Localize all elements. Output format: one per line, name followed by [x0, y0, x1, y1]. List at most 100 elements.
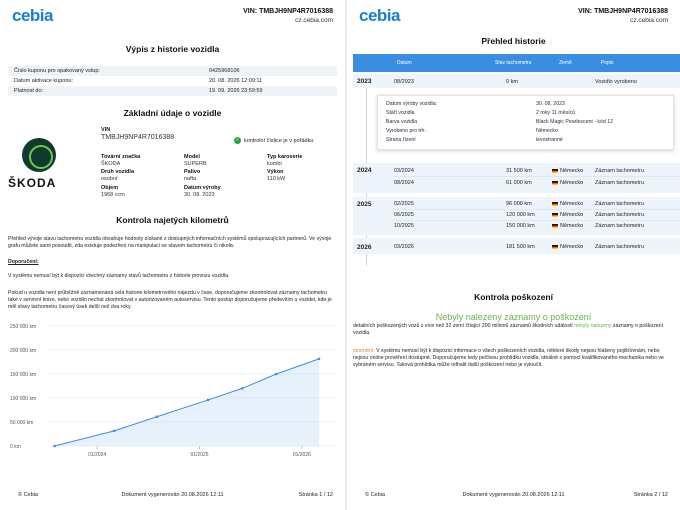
page-title: Výpis z historie vozidla [125, 44, 220, 54]
field-kind: Druh vozidla osobní [101, 169, 134, 182]
row-date: 06/2025 [394, 212, 414, 218]
field-value: 110 kW [267, 176, 286, 182]
popup-row: Stáří vozidla 2 roky 11 měsíců [386, 109, 667, 118]
footer-copyright: © Cebia [365, 492, 385, 498]
germany-flag-icon [552, 201, 558, 206]
km-advice-paragraph: Pokud u vozidla není průběžně zaznamenan… [8, 290, 332, 310]
data-point [240, 387, 244, 390]
x-tick-label: 01/2024 [88, 452, 106, 458]
row-country: Německo [552, 180, 583, 186]
row-country-label: Německo [560, 223, 584, 229]
row-country: Německo [552, 212, 583, 218]
page-footer: © Cebia Dokument vygenerován 20.08.2026 … [12, 492, 333, 500]
recommendation-heading: Doporučení: [8, 259, 39, 265]
history-row[interactable]: 02/2025 96 000 km Německo Záznam tachome… [394, 200, 680, 210]
popup-key: Barva vozidla [386, 119, 418, 125]
coupon-row: Datum aktivace kuponu: 20. 08. 2026 12:09… [8, 76, 337, 86]
km-intro-paragraph: Přehled vývoje stavu tachometru vozidla … [8, 236, 332, 249]
row-date: 03/2024 [394, 168, 414, 174]
germany-flag-icon [552, 223, 558, 228]
header-vin: VIN: TMBJH9NP4R7016388 [243, 8, 333, 15]
history-row[interactable]: 08/2023 0 km Vozidlo vyrobeno [394, 78, 680, 88]
page-footer: © Cebia Dokument vygenerován 20.08.2026 … [359, 492, 668, 500]
row-desc: Vozidlo vyrobeno [595, 79, 637, 85]
damage-text-end: záznamy o poškození vozidla. [353, 323, 664, 336]
recommendation-label: Doporučení: [8, 259, 337, 266]
row-desc: Záznam tachometru [595, 201, 644, 207]
germany-flag-icon [552, 244, 558, 249]
field-value: osobní [101, 176, 118, 182]
field-label: VIN [101, 127, 111, 133]
row-country-label: Německo [560, 180, 584, 186]
history-row[interactable]: 03/2024 31 500 km Německo Záznam tachome… [394, 167, 680, 177]
row-country: Německo [552, 223, 583, 229]
field-make: Tovární značka ŠKODA [101, 154, 140, 167]
damage-check-title: Kontrola poškození [474, 292, 553, 302]
popup-value: 30. 08. 2023 [536, 101, 565, 107]
field-value: kombi [267, 161, 282, 167]
popup-key: Datum výroby vozidla: [386, 101, 438, 107]
footer-page-number: Stránka 1 / 12 [298, 492, 333, 498]
popup-row: Strana řízení levostranné [386, 136, 667, 145]
row-date: 10/2025 [394, 223, 414, 229]
popup-row: Datum výroby vozidla: 30. 08. 2023 [386, 100, 667, 109]
field-label: Objem [101, 185, 119, 191]
popup-value: 2 roky 11 měsíců [536, 110, 576, 116]
col-description: Popis [601, 60, 614, 66]
y-tick-label: 150 000 km [10, 372, 36, 378]
popup-key: Strana řízení [386, 137, 416, 143]
footer-generated: Dokument vygenerován 20.08.2026 12:11 [462, 492, 565, 498]
cebia-logo: cebia [359, 6, 400, 25]
field-label: Druh vozidla [101, 169, 135, 175]
header-site: cz.cebia.com [295, 17, 333, 24]
x-tick-label: 01/2026 [293, 452, 311, 458]
field-label: Datum výroby [184, 185, 221, 191]
coupon-value: 19. 09. 2026 23:59:59 [209, 88, 263, 94]
field-value: SUPERB [184, 161, 207, 167]
col-date: Datum [397, 60, 412, 66]
col-country: Země [559, 60, 572, 66]
popup-value: Black Magic Pearlescent - kód 12 [536, 119, 613, 125]
popup-row: Vyrobeno pro trh: Německo [386, 127, 667, 136]
popup-row: Barva vozidla Black Magic Pearlescent - k… [386, 118, 667, 127]
coupon-key: Datum aktivace kuponu: [14, 78, 74, 84]
row-km: 96 000 km [506, 201, 532, 207]
history-row[interactable]: 06/2025 120 000 km Německo Záznam tachom… [394, 211, 680, 221]
year-band [353, 163, 680, 193]
row-km: 150 000 km [506, 223, 535, 229]
year-band [353, 74, 680, 88]
history-row[interactable]: 10/2025 150 000 km Německo Záznam tachom… [394, 222, 680, 232]
y-tick-label: 200 000 km [10, 348, 36, 354]
row-country-label: Německo [560, 201, 584, 207]
x-tick-label: 01/2025 [190, 452, 208, 458]
history-row[interactable]: 08/2024 61 000 km Německo Záznam tachome… [394, 179, 680, 189]
cebia-logo: cebia [12, 6, 53, 25]
field-volume: Objem 1968 ccm [101, 185, 125, 198]
coupon-value: 0425968106 [209, 68, 240, 74]
row-km: 61 000 km [506, 180, 532, 186]
row-km: 31 500 km [506, 168, 532, 174]
km-check-title: Kontrola najetých kilometrů [116, 215, 229, 225]
history-row[interactable]: 03/2026 181 500 km Německo Záznam tachom… [394, 243, 680, 253]
field-value: ŠKODA [101, 161, 121, 167]
data-point [317, 357, 321, 361]
popup-key: Vyrobeno pro trh: [386, 128, 426, 134]
report-page-2: cebia VIN: TMBJH9NP4R7016388 cz.cebia.co… [347, 0, 680, 510]
vin-check: ✓ kontrolní číslice je v pořádku [234, 137, 313, 144]
footer-generated: Dokument vygenerován 20.08.2026 12:11 [121, 492, 224, 498]
mileage-chart: 250 000 km 200 000 km 150 000 km 100 000 km… [10, 324, 336, 458]
skoda-logo-icon [22, 138, 56, 172]
row-desc: Záznam tachometru [595, 212, 644, 218]
data-point [155, 415, 159, 419]
damage-warning-paragraph: ozornění: V systému nemusí být k dispozi… [353, 348, 674, 369]
germany-flag-icon [552, 180, 558, 185]
row-country-label: Německo [560, 168, 584, 174]
field-model: Model SUPERB [184, 154, 207, 167]
field-power: Výkon 110 kW [267, 169, 285, 182]
report-page-1: cebia VIN: TMBJH9NP4R7016388 cz.cebia.co… [0, 0, 345, 510]
warning-text: V systému nemusí být k dispozici informa… [353, 348, 664, 368]
field-value: 1968 ccm [101, 192, 125, 198]
field-label: Palivo [184, 169, 201, 175]
field-value: 30. 08. 2023 [184, 192, 215, 198]
row-desc: Záznam tachometru [595, 244, 644, 250]
